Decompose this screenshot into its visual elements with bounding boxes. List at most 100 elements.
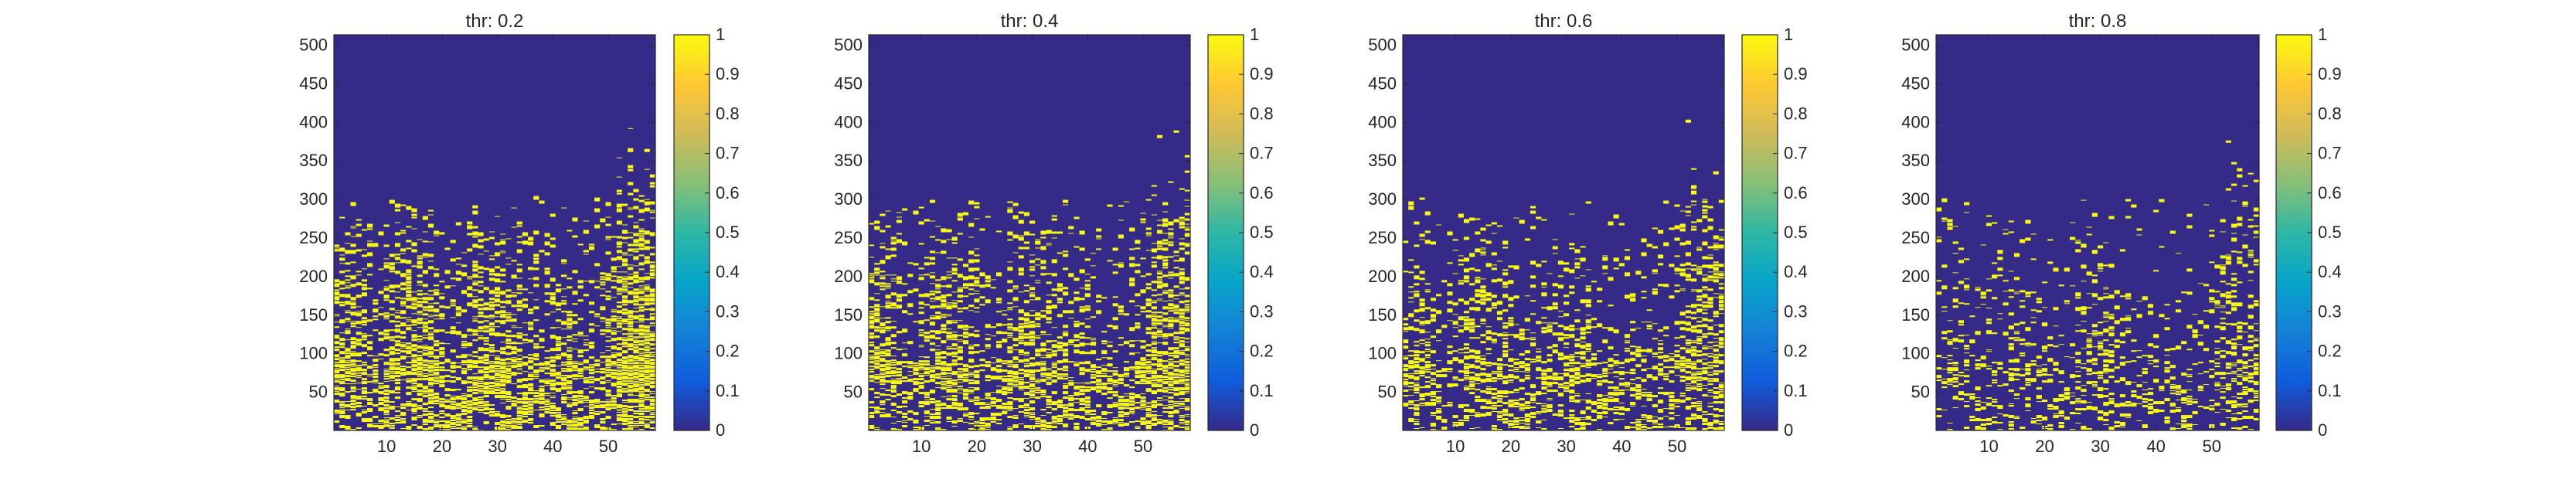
heatmap-cell bbox=[941, 372, 947, 376]
heatmap-cell bbox=[1496, 415, 1503, 419]
heatmap-cell bbox=[638, 343, 645, 346]
heatmap-cell bbox=[616, 256, 622, 260]
heatmap-cell bbox=[389, 253, 395, 257]
x-tick-label: 20 bbox=[968, 437, 986, 456]
heatmap-cell bbox=[935, 387, 941, 389]
heatmap-cell bbox=[1035, 387, 1041, 389]
heatmap-cell bbox=[1707, 380, 1713, 383]
heatmap-cell bbox=[572, 235, 578, 238]
heatmap-cell bbox=[467, 389, 473, 393]
heatmap-cell bbox=[1557, 410, 1564, 413]
heatmap-cell bbox=[885, 321, 891, 324]
heatmap-cell bbox=[621, 263, 628, 267]
heatmap-cell bbox=[1057, 314, 1063, 318]
heatmap-cell bbox=[1502, 342, 1509, 345]
heatmap-cell bbox=[1135, 340, 1141, 342]
heatmap-cell bbox=[644, 240, 650, 244]
heatmap-cell bbox=[478, 396, 484, 399]
heatmap-cell bbox=[1491, 396, 1497, 400]
y-tick-label: 300 bbox=[834, 189, 863, 209]
heatmap-cell bbox=[628, 207, 634, 209]
heatmap-cell bbox=[1707, 226, 1713, 230]
heatmap-cell bbox=[1018, 291, 1024, 293]
heatmap-cell bbox=[511, 335, 517, 338]
heatmap-cell bbox=[478, 401, 484, 405]
heatmap-cell bbox=[472, 289, 478, 291]
heatmap-cell bbox=[1018, 247, 1024, 250]
heatmap-cell bbox=[628, 282, 634, 285]
heatmap-cell bbox=[1424, 342, 1431, 344]
heatmap-cell bbox=[1524, 375, 1530, 377]
heatmap-cell bbox=[1436, 384, 1442, 389]
heatmap-cell bbox=[941, 276, 947, 281]
heatmap-cell bbox=[1168, 289, 1174, 292]
colorbar-tick-label: 0.6 bbox=[716, 183, 740, 202]
heatmap-cell bbox=[1475, 269, 1481, 272]
heatmap-cell bbox=[472, 282, 478, 286]
heatmap-cell bbox=[588, 323, 595, 326]
heatmap-cell bbox=[1585, 319, 1591, 324]
heatmap-cell bbox=[544, 408, 550, 411]
heatmap-cell bbox=[1624, 350, 1631, 352]
heatmap-cell bbox=[616, 236, 622, 239]
heatmap-cell bbox=[951, 379, 958, 382]
heatmap-cell bbox=[444, 420, 451, 424]
heatmap-cell bbox=[1536, 264, 1542, 267]
heatmap-cell bbox=[1168, 333, 1174, 337]
heatmap-cell bbox=[1541, 386, 1547, 390]
heatmap-cell bbox=[1718, 353, 1724, 357]
heatmap-cell bbox=[896, 331, 903, 334]
heatmap-cell bbox=[1156, 397, 1163, 400]
heatmap-cell bbox=[1580, 417, 1586, 419]
heatmap-cell bbox=[995, 298, 1002, 301]
heatmap-cell bbox=[1112, 417, 1118, 419]
heatmap-cell bbox=[1057, 301, 1063, 304]
heatmap-cell bbox=[1557, 357, 1564, 361]
heatmap-cell bbox=[1168, 181, 1174, 183]
heatmap-cell bbox=[478, 366, 484, 369]
heatmap-cell bbox=[985, 406, 991, 410]
heatmap-cell bbox=[946, 398, 952, 401]
heatmap-cell bbox=[1051, 340, 1057, 342]
heatmap-cell bbox=[461, 397, 468, 401]
heatmap-cell bbox=[533, 343, 539, 345]
heatmap-cell bbox=[1002, 369, 1008, 372]
heatmap-cell bbox=[505, 396, 512, 399]
heatmap-cell bbox=[644, 424, 650, 429]
heatmap-cell bbox=[383, 333, 390, 336]
heatmap-cell bbox=[1057, 415, 1063, 418]
heatmap-cell bbox=[1679, 360, 1686, 362]
heatmap-cell bbox=[1046, 321, 1052, 324]
heatmap-cell bbox=[1018, 369, 1024, 372]
heatmap-cell bbox=[411, 391, 417, 393]
heatmap-cell bbox=[356, 233, 362, 237]
heatmap-cell bbox=[1123, 407, 1130, 410]
heatmap-cell bbox=[588, 386, 595, 388]
heatmap-cell bbox=[1463, 363, 1470, 366]
heatmap-cell bbox=[588, 381, 595, 384]
heatmap-cell bbox=[411, 354, 417, 358]
heatmap-cell bbox=[946, 348, 952, 350]
heatmap-cell bbox=[434, 396, 440, 400]
heatmap-cell bbox=[951, 291, 958, 293]
heatmap-cell bbox=[1090, 376, 1097, 379]
heatmap-cell bbox=[1419, 298, 1425, 302]
heatmap-cell bbox=[621, 203, 628, 206]
heatmap-cell bbox=[555, 343, 562, 347]
heatmap-cell bbox=[638, 289, 645, 291]
heatmap-cell bbox=[1151, 375, 1157, 379]
heatmap-cell bbox=[1051, 423, 1057, 425]
heatmap-cell bbox=[378, 307, 384, 308]
heatmap-cell bbox=[1079, 416, 1085, 420]
heatmap-cell bbox=[1679, 427, 1686, 429]
heatmap-cell bbox=[1012, 288, 1019, 290]
heatmap-cell bbox=[1591, 362, 1598, 366]
heatmap-cell bbox=[450, 420, 456, 422]
heatmap-cell bbox=[1074, 297, 1080, 301]
heatmap-cell bbox=[941, 240, 947, 243]
heatmap-cell bbox=[1074, 344, 1080, 348]
heatmap-cell bbox=[356, 282, 362, 286]
heatmap-cell bbox=[1536, 367, 1542, 372]
heatmap-cell bbox=[1679, 321, 1686, 325]
heatmap-cell bbox=[1669, 366, 1675, 369]
